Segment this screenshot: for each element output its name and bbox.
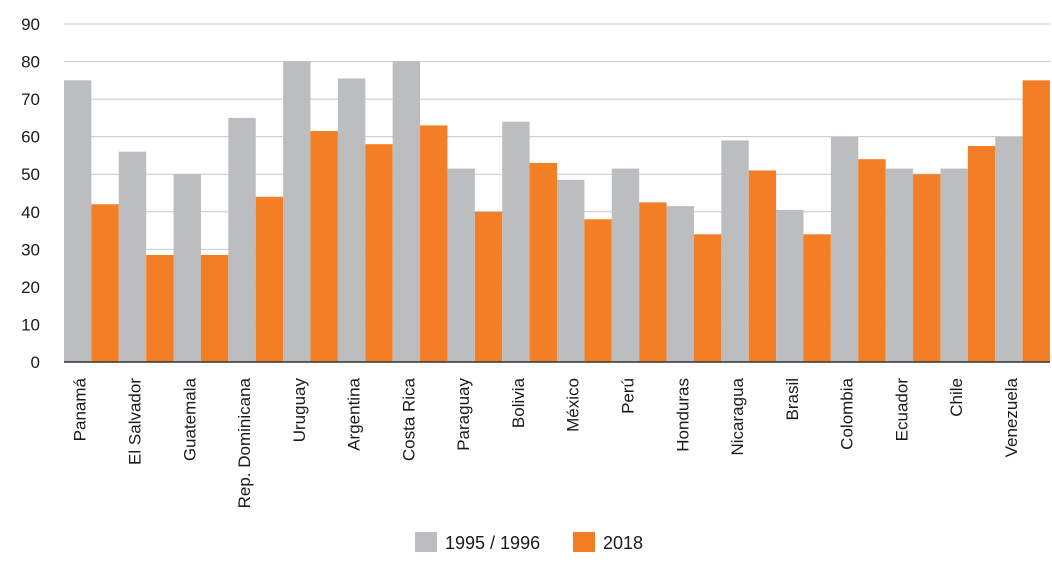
bar-2018 xyxy=(584,219,612,362)
x-category-label: Perú xyxy=(618,378,637,414)
bar-1995-1996 xyxy=(995,136,1023,362)
bar-2018 xyxy=(255,196,284,362)
x-category-label: Ecuador xyxy=(892,378,911,442)
bar-2018 xyxy=(1022,80,1050,362)
bar-2018 xyxy=(529,162,557,362)
y-tick-label: 10 xyxy=(21,315,40,334)
y-tick-label: 50 xyxy=(21,165,40,184)
bar-2018 xyxy=(639,202,667,362)
bar-2018 xyxy=(200,254,229,362)
y-tick-label: 80 xyxy=(21,53,40,72)
x-category-label: Rep. Dominicana xyxy=(235,377,254,508)
x-category-label: Brasil xyxy=(783,378,802,421)
y-tick-label: 60 xyxy=(21,128,40,147)
x-category-label: Colombia xyxy=(838,377,857,449)
bar-1995-1996 xyxy=(64,80,92,362)
y-tick-label: 20 xyxy=(21,278,40,297)
bar-1995-1996 xyxy=(557,179,585,362)
x-category-label: Chile xyxy=(947,378,966,417)
x-category-label: Paraguay xyxy=(454,378,473,451)
legend: 1995 / 1996 2018 xyxy=(415,532,643,553)
bar-1995-1996 xyxy=(721,140,749,362)
legend-label-1995-1996: 1995 / 1996 xyxy=(445,533,540,553)
x-category-label: Guatemala xyxy=(180,377,199,461)
y-tick-label: 0 xyxy=(31,353,40,372)
bar-2018 xyxy=(803,234,831,362)
bar-1995-1996 xyxy=(611,168,640,362)
bar-2018 xyxy=(365,144,393,362)
bar-2018 xyxy=(748,170,777,362)
y-tick-label: 30 xyxy=(21,240,40,259)
x-category-label: El Salvador xyxy=(125,378,144,465)
y-tick-label: 40 xyxy=(21,203,40,222)
bar-1995-1996 xyxy=(940,168,968,362)
x-category-label: Uruguay xyxy=(290,378,309,443)
bar-2018 xyxy=(858,159,886,362)
legend-label-2018: 2018 xyxy=(603,533,643,553)
y-axis-ticks: 0 10 20 30 40 50 60 70 80 90 xyxy=(21,15,40,372)
bar-1995-1996 xyxy=(337,78,366,362)
x-category-label: Bolivia xyxy=(509,377,528,428)
bars xyxy=(64,61,1050,363)
bar-1995-1996 xyxy=(447,168,475,362)
legend-swatch-1995-1996 xyxy=(415,532,437,552)
x-category-label: Venezuela xyxy=(1002,377,1021,457)
bar-1995-1996 xyxy=(885,168,914,362)
bar-1995-1996 xyxy=(228,117,256,362)
bar-2018 xyxy=(967,146,996,362)
bar-2018 xyxy=(474,211,503,362)
x-category-label: Argentina xyxy=(345,377,364,450)
bar-1995-1996 xyxy=(118,151,147,362)
bar-2018 xyxy=(91,204,119,362)
bar-1995-1996 xyxy=(666,206,694,362)
x-category-label: Honduras xyxy=(673,378,692,452)
bar-1995-1996 xyxy=(392,61,421,363)
x-category-label: Nicaragua xyxy=(728,377,747,455)
bar-1995-1996 xyxy=(502,121,530,363)
x-category-label: Costa Rica xyxy=(399,377,418,461)
y-tick-label: 90 xyxy=(21,15,40,34)
bar-2018 xyxy=(310,131,338,362)
bar-1995-1996 xyxy=(283,61,311,363)
bar-2018 xyxy=(146,254,174,362)
y-tick-label: 70 xyxy=(21,90,40,109)
bar-1995-1996 xyxy=(173,174,201,362)
x-axis-labels: Panamá El Salvador Guatemala Rep. Dominican… xyxy=(71,377,1021,508)
bar-2018 xyxy=(693,234,722,362)
x-category-label: Panamá xyxy=(71,377,90,441)
x-category-label: México xyxy=(564,378,583,432)
bar-2018 xyxy=(913,174,941,362)
bar-1995-1996 xyxy=(776,209,804,362)
bar-1995-1996 xyxy=(830,136,859,362)
bar-2018 xyxy=(420,125,448,363)
legend-swatch-2018 xyxy=(573,532,595,552)
